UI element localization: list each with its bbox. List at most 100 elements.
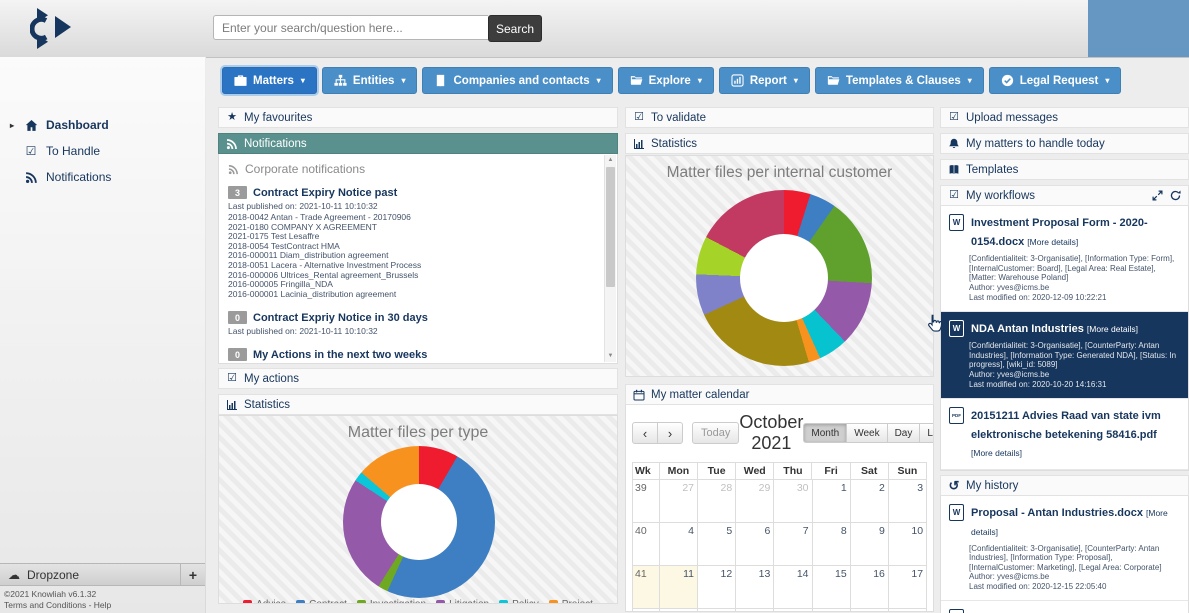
panel-upload-messages[interactable]: ☑ Upload messages — [940, 107, 1189, 128]
legend-item[interactable]: Policy — [499, 599, 539, 603]
document-card[interactable]: W Appendix B - LDMS_PROD-#37388-v1-2020_K… — [941, 601, 1188, 613]
calendar-day-cell[interactable]: 20 — [735, 609, 774, 611]
legend-item[interactable]: Litigation — [436, 599, 489, 603]
legend-item[interactable]: Project — [548, 599, 593, 603]
calendar-day-cell[interactable]: 8 — [811, 523, 850, 565]
legend-item[interactable]: Investigation — [356, 599, 426, 603]
sidebar-item-notifications[interactable]: Notifications — [0, 164, 205, 190]
calendar-day-cell[interactable]: 27 — [658, 480, 698, 522]
calendar-day-cell[interactable]: 4 — [658, 523, 698, 565]
document-card[interactable]: W NDA Antan Industries [More details] [Con… — [941, 311, 1188, 400]
dropzone-add-button[interactable]: + — [180, 564, 205, 585]
calendar-day-cell[interactable]: 13 — [735, 566, 774, 608]
calendar-day-cell[interactable]: 9 — [849, 523, 888, 565]
calendar-day-cell[interactable]: 24 — [887, 609, 927, 611]
calendar-today-button[interactable]: Today — [692, 422, 740, 444]
calendar-view-day-button[interactable]: Day — [886, 423, 921, 443]
nav-button-templates-clauses[interactable]: Templates & Clauses ▾ — [814, 67, 984, 94]
panel-matter-calendar[interactable]: My matter calendar — [625, 384, 934, 405]
more-details-link[interactable]: [More details] — [971, 448, 1023, 459]
calendar-day-cell[interactable]: 17 — [887, 566, 927, 608]
calendar-day-cell[interactable]: 15 — [811, 566, 850, 608]
notification-list-item[interactable]: 2021-0180 COMPANY X AGREEMENT — [228, 221, 377, 232]
dropzone-bar[interactable]: ☁ Dropzone + — [0, 563, 205, 586]
scrollbar[interactable]: ▲ ▼ — [604, 155, 616, 362]
refresh-icon[interactable] — [1170, 190, 1181, 201]
panel-my-workflows[interactable]: ☑ My workflows — [940, 185, 1189, 206]
document-title[interactable]: Investment Proposal Form - 2020-0154.doc… — [971, 217, 1148, 248]
sidebar-item-dashboard[interactable]: ▸ Dashboard — [0, 112, 205, 138]
nav-button-matters[interactable]: Matters ▾ — [222, 67, 317, 94]
more-details-link[interactable]: [More details] — [971, 508, 1168, 537]
search-button[interactable]: Search — [488, 15, 542, 42]
scrollbar-thumb[interactable] — [606, 167, 615, 288]
donut-chart-internal-customer[interactable] — [696, 190, 872, 366]
scroll-up-icon[interactable]: ▲ — [607, 157, 614, 163]
calendar-day-cell[interactable]: 30 — [773, 480, 812, 522]
more-details-link[interactable]: [More details] — [1086, 323, 1138, 334]
calendar-next-button[interactable]: › — [657, 422, 683, 444]
calendar-day-cell[interactable]: 29 — [735, 480, 774, 522]
calendar-day-cell[interactable]: 10 — [887, 523, 927, 565]
footer-links[interactable]: Terms and Conditions - Help — [4, 599, 112, 610]
document-title[interactable]: NDA Antan Industries — [971, 322, 1084, 335]
legend-item[interactable]: Advice — [243, 599, 286, 603]
calendar-day-cell[interactable]: 19 — [697, 609, 736, 611]
notification-list-item[interactable]: 2016-000006 Ultrices_Rental agreement_Br… — [228, 269, 419, 280]
nav-button-report[interactable]: Report ▾ — [718, 67, 810, 94]
calendar-day-cell[interactable]: 22 — [811, 609, 850, 611]
nav-button-explore[interactable]: Explore ▾ — [617, 67, 714, 94]
notification-list-item[interactable]: 2018-0042 Antan - Trade Agreement - 2017… — [228, 212, 411, 222]
notification-title[interactable]: My Actions in the next two weeks — [253, 348, 428, 361]
notification-list-item[interactable]: 2016-000005 Fringilla_NDA — [228, 279, 333, 290]
calendar-day-cell[interactable]: 23 — [849, 609, 888, 611]
nav-button-companies-and-contacts[interactable]: Companies and contacts ▾ — [422, 67, 613, 94]
calendar-day-cell[interactable]: 11 — [658, 566, 698, 608]
nav-button-legal-request[interactable]: Legal Request ▾ — [988, 67, 1122, 94]
scroll-down-icon[interactable]: ▼ — [607, 353, 614, 359]
donut-chart-matter-type[interactable] — [343, 446, 495, 598]
calendar-day-cell[interactable]: 3 — [887, 480, 927, 522]
search-input[interactable] — [213, 15, 488, 40]
calendar-day-cell[interactable]: 12 — [697, 566, 736, 608]
document-card[interactable]: PDF 20151211 Advies Raad van state ivm el… — [941, 399, 1188, 471]
notification-title[interactable]: Contract Expriy Notice in 30 days — [253, 311, 428, 324]
calendar-day-cell[interactable]: 6 — [735, 523, 774, 565]
notification-list-item[interactable]: 2018-0051 Lacera - Alternative Investmen… — [228, 259, 422, 270]
panel-statistics-type[interactable]: Statistics — [218, 394, 618, 415]
panel-my-actions[interactable]: ☑ My actions — [218, 368, 618, 389]
expand-icon[interactable] — [1152, 190, 1163, 201]
calendar-view-week-button[interactable]: Week — [846, 423, 888, 443]
calendar-day-cell[interactable]: 14 — [773, 566, 812, 608]
calendar-prev-button[interactable]: ‹ — [632, 422, 658, 444]
document-card[interactable]: W Investment Proposal Form - 2020-0154.do… — [941, 206, 1188, 312]
legend-item[interactable]: Contract — [296, 599, 347, 603]
panel-my-history[interactable]: ↺ My history — [940, 475, 1189, 497]
document-card[interactable]: W Proposal - Antan Industries.docx [More … — [941, 496, 1188, 602]
notification-list-item[interactable]: 2018-0054 TestContract HMA — [228, 240, 340, 251]
panel-templates[interactable]: Templates — [940, 159, 1189, 180]
notification-list-item[interactable]: 2016-000001 Lacinia_distribution agreeme… — [228, 288, 397, 299]
calendar-day-cell[interactable]: 18 — [658, 609, 698, 611]
nav-button-entities[interactable]: Entities ▾ — [321, 67, 418, 94]
notification-list-item[interactable]: 2016-000011 Diam_distribution agreement — [228, 250, 389, 261]
panel-statistics-customer[interactable]: Statistics — [625, 133, 934, 154]
calendar-day-cell[interactable]: 28 — [697, 480, 736, 522]
panel-to-validate[interactable]: ☑ To validate — [625, 107, 934, 128]
sidebar-item-to-handle[interactable]: ☑ To Handle — [0, 138, 205, 164]
calendar-day-cell[interactable]: 16 — [849, 566, 888, 608]
document-title[interactable]: Proposal - Antan Industries.docx — [971, 507, 1143, 520]
more-details-link[interactable]: [More details] — [1027, 236, 1079, 247]
knowliah-logo[interactable] — [29, 7, 76, 51]
panel-my-favourites[interactable]: ★ My favourites — [218, 107, 618, 128]
panel-notifications[interactable]: Notifications — [218, 133, 618, 154]
panel-matters-today[interactable]: My matters to handle today — [940, 133, 1189, 154]
calendar-day-cell[interactable]: 21 — [773, 609, 812, 611]
notification-list-item[interactable]: 2021-0175 Test Lesaffre — [228, 231, 320, 242]
document-title[interactable]: 20151211 Advies Raad van state ivm elekt… — [971, 410, 1161, 441]
calendar-day-cell[interactable]: 5 — [697, 523, 736, 565]
calendar-day-cell[interactable]: 2 — [849, 480, 888, 522]
calendar-day-cell[interactable]: 7 — [773, 523, 812, 565]
calendar-view-month-button[interactable]: Month — [803, 423, 848, 443]
notification-title[interactable]: Contract Expiry Notice past — [253, 186, 398, 199]
